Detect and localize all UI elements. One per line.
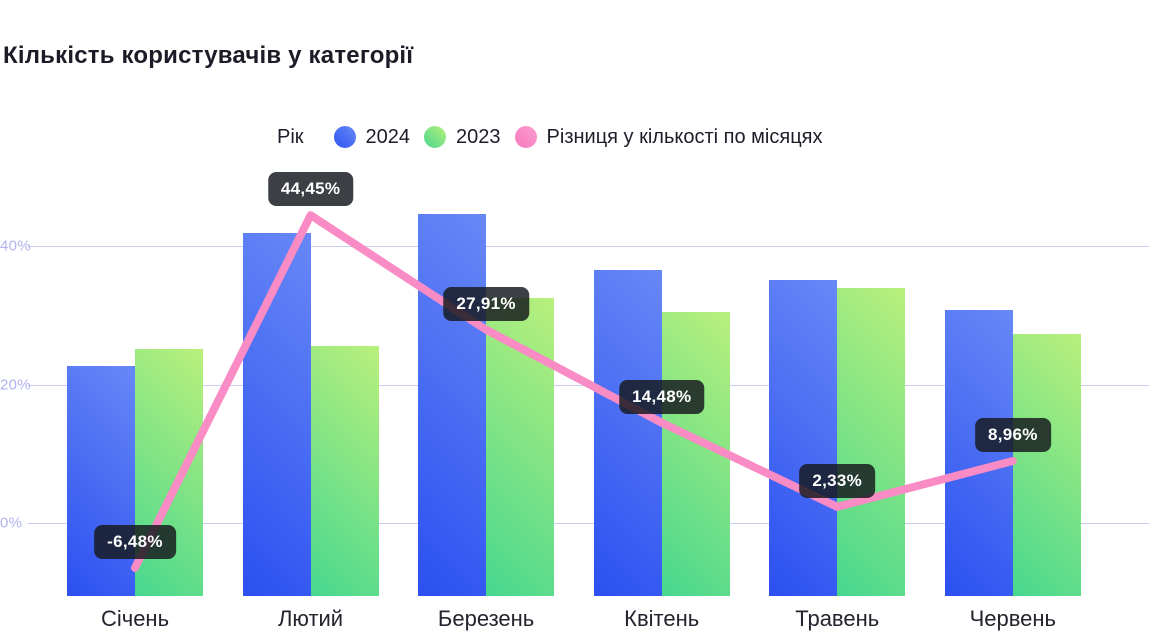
bar-2023-Березень[interactable]: [486, 298, 555, 596]
bar-2024-Травень[interactable]: [769, 280, 838, 596]
x-axis-label-Лютий: Лютий: [277, 606, 344, 631]
legend-swatch-diff-icon: [514, 126, 537, 148]
bar-2024-Січень[interactable]: [67, 366, 135, 596]
legend-title: Рік: [277, 125, 304, 148]
x-axis-label-Березень: Березень: [437, 606, 535, 631]
x-axis-label-Квітень: Квітень: [624, 606, 700, 631]
chart-title: Кількість користувачів у категорії: [3, 42, 414, 69]
legend-label-2023: 2023: [456, 125, 501, 148]
bar-2023-Квітень[interactable]: [661, 312, 730, 596]
data-label-Січень: -6,48%: [94, 524, 176, 559]
legend-item-diff[interactable]: Різниця у кількості по місяцях: [514, 125, 823, 149]
y-tick-label-20: 20%: [0, 376, 31, 393]
legend-item-2024[interactable]: 2024: [333, 125, 411, 149]
data-label-Березень: 27,91%: [443, 286, 529, 321]
legend-label-2024: 2024: [365, 125, 411, 148]
bar-2024-Квітень[interactable]: [593, 270, 662, 596]
x-axis-label-Червень: Червень: [969, 606, 1056, 631]
gridline-40: [28, 246, 1149, 247]
legend-label-diff: Різниця у кількості по місяцях: [546, 125, 823, 148]
bar-2023-Січень[interactable]: [135, 349, 203, 596]
y-tick-label-0: 0%: [0, 514, 23, 532]
legend-swatch-2023-icon: [424, 126, 447, 148]
y-tick-label-40: 40%: [0, 237, 31, 255]
legend-swatch-2024-icon: [333, 126, 356, 148]
bar-2023-Червень[interactable]: [1012, 334, 1081, 596]
bar-2024-Лютий[interactable]: [242, 233, 311, 596]
bar-2024-Березень[interactable]: [418, 214, 487, 596]
x-axis-label-Травень: Травень: [795, 606, 880, 631]
bar-2024-Червень[interactable]: [944, 310, 1013, 596]
data-label-Лютий: 44,45%: [267, 172, 354, 207]
legend-item-2023[interactable]: 2023: [424, 126, 501, 149]
legend: Рік 2024 2023 Різниця у кількості по міс…: [277, 123, 836, 151]
data-label-Квітень: 14,48%: [618, 379, 705, 414]
x-axis-label-Січень: Січень: [100, 606, 170, 631]
bar-2023-Травень[interactable]: [837, 288, 906, 596]
data-label-Травень: 2,33%: [799, 463, 876, 498]
bar-2023-Лютий[interactable]: [310, 346, 379, 596]
data-label-Червень: 8,96%: [974, 417, 1051, 452]
